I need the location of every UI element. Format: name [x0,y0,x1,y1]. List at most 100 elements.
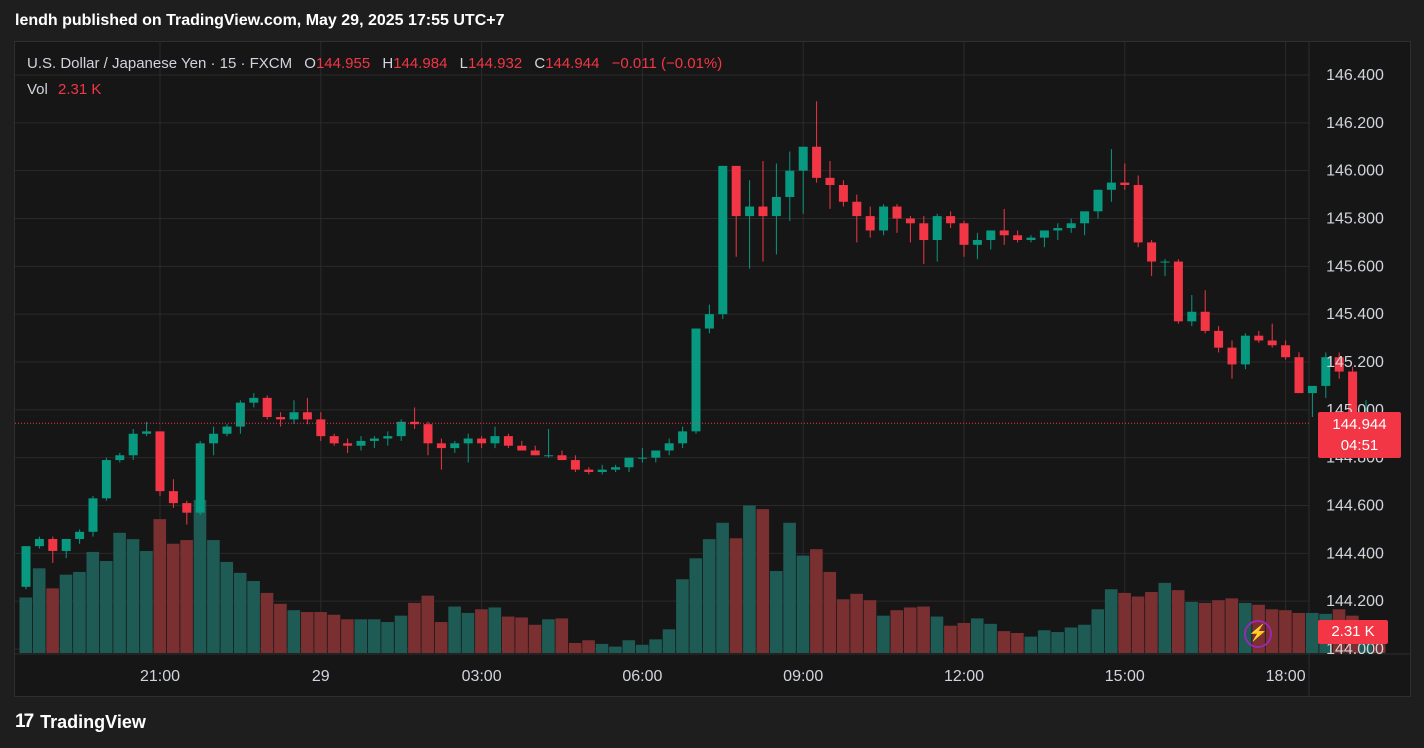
candle-body [664,443,674,451]
volume-bar [542,619,555,653]
volume-bar [877,615,890,653]
high-label: H [382,55,394,72]
volume-bar [180,540,193,653]
volume-bar [1158,582,1172,653]
candle-body [249,397,259,403]
volume-bar [649,639,662,653]
candle-body [1133,185,1143,243]
volume-bar [957,622,971,653]
candle-body [155,431,165,492]
candle-body [1160,261,1170,263]
candle-body [262,397,272,418]
volume-bar [1037,630,1051,653]
volume-bar [19,597,33,653]
candle-body [651,450,661,458]
change-value: −0.011 (−0.01%) [611,55,723,72]
volume-tag: 2.31 K [1318,620,1388,644]
candle-body [503,436,513,446]
volume-bar [207,540,220,653]
candle-body [1080,211,1090,224]
candle-body [21,546,31,587]
candle-body [61,538,71,551]
candle-body [1187,311,1197,322]
volume-bar [247,581,260,653]
volume-bar [1118,592,1131,653]
candle-body [1321,357,1331,386]
candle-body [1294,357,1304,394]
candle-body [383,436,393,439]
volume-bar [756,509,770,653]
volume-bar [716,522,729,653]
ohlc-legend: U.S. Dollar / Japanese Yen · 15 · FXCM O… [27,55,730,72]
volume-bar [1171,590,1185,653]
time-tick-label: 09:00 [783,668,823,685]
candle-body [1214,330,1224,348]
last-price: 144.944 [1332,416,1387,433]
volume-bar [1305,612,1319,653]
volume-bar [555,618,569,653]
candle-body [450,443,460,449]
candle-body [195,443,205,513]
publish-header: lendh published on TradingView.com, May … [15,12,505,29]
volume-bar [1225,598,1239,653]
candle-body [329,436,339,444]
price-tick-label: 144.200 [1326,593,1384,610]
candle-body [812,146,822,178]
volume-bar [635,644,649,653]
chart-panel[interactable]: 146.400 146.200 146.000 145.800 145.600 145.4… [14,41,1411,697]
volume-bar [810,549,823,653]
volume-bar [1131,596,1145,653]
candle-body [785,170,795,197]
open-value: 144.955 [315,55,371,72]
candle-body [879,206,889,231]
candle-body [932,216,942,241]
candle-body [611,467,621,470]
low-value: 144.932 [467,55,523,72]
lightning-icon[interactable]: ⚡ [1244,620,1272,648]
candle-body [852,201,862,217]
candle-body [718,165,728,315]
volume-bar [274,603,287,653]
volume-bar [59,574,73,653]
candle-body [865,216,875,231]
candle-body [959,223,969,245]
volume-bar [153,519,167,653]
volume-bar [1185,602,1198,653]
candle-body [745,206,755,217]
volume-bar [662,629,676,653]
candle-body [1173,261,1183,322]
candle-body [1120,182,1130,186]
candle-body [691,328,701,432]
candlestick-chart[interactable]: 146.400 146.200 146.000 145.800 145.600 145.4… [15,42,1410,696]
candle-body [75,531,85,539]
price-tick-label: 144.400 [1326,545,1384,562]
volume-bar [783,522,796,653]
candle-body [892,206,902,219]
candle-body [477,438,487,444]
time-tick-label: 18:00 [1266,668,1306,685]
candle-body [1039,230,1049,238]
time-tick-label: 06:00 [622,668,662,685]
volume-bar [408,602,421,653]
volume-bar [394,615,408,653]
candle-body [369,438,379,441]
candle-body [1093,189,1103,212]
volume-bar [32,568,46,653]
volume-bar [1011,632,1024,653]
volume-bar [86,551,100,653]
volume-bar [984,623,997,653]
volume-bar [823,571,837,653]
candle-body [530,450,540,456]
volume-bar [448,606,461,653]
candle-body [597,469,607,473]
time-tick-label: 29 [312,668,330,685]
volume-label: Vol [27,81,48,98]
volume-bar [595,643,609,653]
candle-body [972,240,982,245]
low-label: L [459,55,468,72]
price-tick-label: 146.200 [1326,115,1384,132]
candle-body [986,230,996,241]
candle-body [396,421,406,437]
candle-body [356,440,366,446]
volume-bar [970,618,984,653]
